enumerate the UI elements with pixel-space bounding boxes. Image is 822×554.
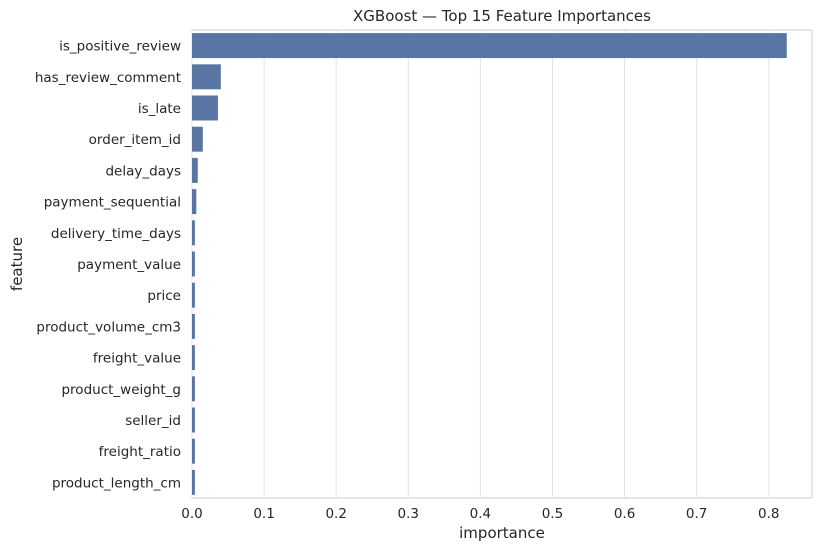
y-tick-label: price (147, 288, 181, 304)
x-tick-label: 0.7 (686, 506, 707, 522)
y-tick-label: delivery_time_days (51, 226, 181, 242)
bars (192, 33, 787, 495)
bar-freight-value (192, 345, 195, 371)
y-tick-label: seller_id (125, 413, 181, 429)
chart-title: XGBoost — Top 15 Feature Importances (353, 7, 651, 25)
bar-product-length-cm (192, 469, 195, 495)
x-tick-labels: 0.0 0.1 0.2 0.3 0.4 0.5 0.6 0.7 0.8 (181, 506, 779, 522)
grid-lines (191, 30, 770, 498)
bar-price (192, 282, 195, 308)
bar-product-volume-cm3 (192, 313, 195, 339)
plot-area (191, 29, 813, 499)
x-tick-label: 0.0 (181, 506, 202, 522)
x-tick-label: 0.4 (470, 506, 491, 522)
y-tick-label: is_late (138, 101, 181, 117)
x-tick-label: 0.6 (614, 506, 635, 522)
bar-order-item-id (192, 126, 203, 152)
y-tick-label: freight_ratio (99, 444, 181, 460)
x-tick-label: 0.1 (253, 506, 274, 522)
bar-has-review-comment (192, 64, 221, 90)
bar-freight-ratio (192, 438, 195, 464)
bar-is-late (192, 95, 218, 121)
bar-product-weight-g (192, 376, 195, 402)
bar-seller-id (192, 407, 195, 433)
x-tick-label: 0.2 (325, 506, 346, 522)
y-tick-label: delay_days (105, 163, 181, 179)
x-tick-label: 0.5 (542, 506, 563, 522)
y-tick-label: payment_value (77, 257, 181, 273)
y-tick-label: product_length_cm (52, 475, 181, 491)
y-tick-label: has_review_comment (35, 70, 181, 86)
y-tick-label: payment_sequential (44, 195, 181, 211)
y-tick-label: product_weight_g (61, 382, 181, 398)
y-axis-label: feature (8, 237, 26, 291)
bar-delivery-time-days (192, 220, 195, 246)
bar-payment-sequential (192, 189, 197, 215)
y-tick-label: product_volume_cm3 (36, 319, 181, 335)
y-tick-label: order_item_id (89, 132, 181, 148)
x-tick-label: 0.8 (758, 506, 779, 522)
bar-payment-value (192, 251, 195, 277)
y-tick-label: freight_value (93, 351, 181, 367)
x-tick-label: 0.3 (398, 506, 419, 522)
bar-is-positive-review (192, 33, 787, 59)
y-tick-label: is_positive_review (59, 39, 181, 55)
bar-delay-days (192, 157, 198, 183)
y-tick-labels: is_positive_review has_review_comment is_l… (35, 39, 181, 492)
x-axis-label: importance (459, 524, 545, 542)
